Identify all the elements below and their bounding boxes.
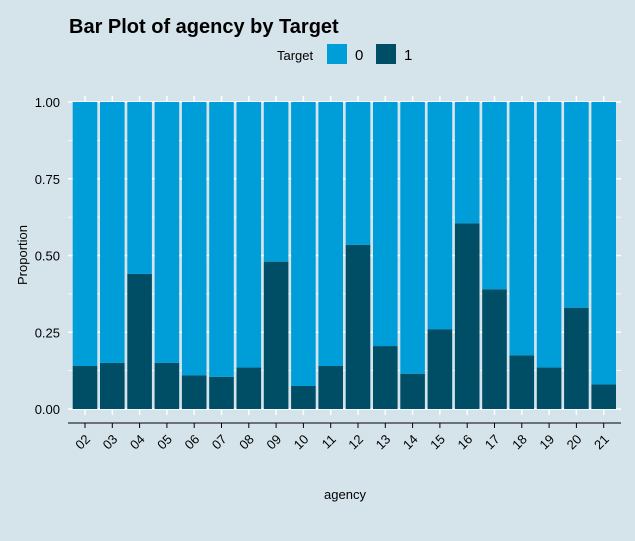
bar-target-1-21 [591,384,616,409]
bar-target-0-18 [509,102,535,356]
bar-target-1-13 [373,346,398,409]
bar-target-0-14 [400,102,425,374]
bar-target-0-06 [181,102,207,376]
bar-target-1-19 [536,367,562,409]
y-tick-label: 0.00 [35,402,60,417]
bar-target-0-02 [72,102,98,367]
bar-target-1-17 [482,289,507,409]
bar-target-0-07 [209,102,234,377]
bar-target-1-11 [318,366,343,409]
legend-title: Target [277,48,314,63]
bar-target-1-15 [427,329,453,409]
bar-target-1-05 [154,362,180,409]
bar-target-0-12 [345,102,371,245]
bar-target-0-20 [564,102,589,308]
bar-target-1-06 [181,375,207,409]
bar-target-0-13 [373,102,398,347]
bar-target-1-20 [564,307,589,409]
x-axis-title: agency [324,487,366,502]
bar-target-0-08 [236,102,262,368]
bar-target-1-08 [236,367,262,409]
bar-target-1-07 [209,376,234,409]
bar-target-0-10 [291,102,316,386]
legend-swatch-1 [376,44,396,64]
bar-target-1-10 [291,385,316,409]
legend: Target 0 1 [277,44,412,64]
bar-target-0-17 [482,102,507,290]
legend-label-0: 0 [355,47,363,64]
legend-swatch-0 [327,44,347,64]
chart-title: Bar Plot of agency by Target [69,16,339,38]
bar-target-1-12 [345,244,371,409]
bar-target-1-09 [263,261,289,409]
bar-target-0-05 [154,102,180,363]
y-tick-label: 1.00 [35,95,60,110]
bars [72,102,616,409]
bar-target-0-11 [318,102,343,367]
bar-target-0-16 [454,102,480,224]
y-tick-label: 0.75 [35,172,60,187]
y-tick-label: 0.25 [35,325,60,340]
bar-target-1-04 [127,273,152,409]
bar-target-1-03 [100,362,125,409]
legend-label-1: 1 [404,47,412,64]
bar-target-0-21 [591,102,616,385]
bar-target-1-14 [400,373,425,409]
bar-target-0-04 [127,102,152,274]
y-axis-title: Proportion [15,225,30,285]
bar-target-0-19 [536,102,562,368]
bar-target-0-09 [263,102,289,262]
bar-target-1-16 [454,223,480,409]
bar-target-1-18 [509,355,535,409]
y-axis-ticks: 0.00 0.25 0.50 0.75 1.00 [35,95,60,417]
bar-target-1-02 [72,366,98,409]
bar-target-0-03 [100,102,125,363]
bar-target-0-15 [427,102,453,330]
y-tick-label: 0.50 [35,249,60,264]
